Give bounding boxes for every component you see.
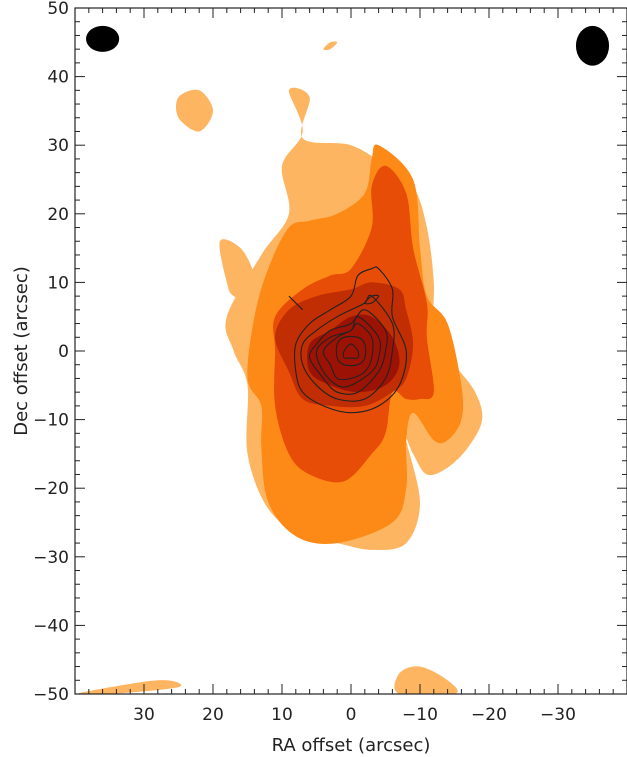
y-tick-label-20: 20 [47,205,69,225]
y-tick-label-40: 40 [47,68,69,88]
x-axis-label: RA offset (arcsec) [272,735,431,756]
y-tick-label--10: −10 [33,411,69,431]
beam-ellipse-1 [86,25,120,52]
x-tick-label-30: 30 [133,705,155,725]
x-tick-label-0: 0 [346,705,357,725]
plot-area [75,25,610,694]
line-contour-9 [364,294,380,305]
beam-ellipse-2 [575,25,610,66]
y-tick-label-30: 30 [47,136,69,156]
y-tick-label-10: 10 [47,273,69,293]
line-contour-2 [300,294,395,402]
y-tick-label--40: −40 [33,616,69,636]
line-contour-8 [288,295,304,311]
x-tick-label--30: −30 [540,705,576,725]
y-tick-label--50: −50 [33,685,69,705]
filled-contour-level-1-region-5 [75,680,182,694]
x-tick-label--10: −10 [402,705,438,725]
y-axis-label: Dec offset (arcsec) [11,266,32,436]
line-contour-4 [315,316,382,388]
filled-contour-level-1-region-3 [219,239,257,304]
axis-ticks: 30 20 10 0 −10 −20 −30 −50 −40 −30 −20 −10 0 10 20 30 40… [33,0,627,725]
line-contour-1 [293,266,407,414]
line-contour-7 [342,343,360,359]
line-contour-6 [335,335,367,367]
filled-contour-level-1-region-6 [394,666,458,694]
y-tick-label-0: 0 [58,342,69,362]
x-tick-label-10: 10 [271,705,293,725]
filled-contour-level-1-region-4 [323,41,338,51]
line-contour-5 [322,322,374,381]
y-tick-label--30: −30 [33,548,69,568]
x-tick-label-20: 20 [202,705,224,725]
y-tick-label--20: −20 [33,479,69,499]
line-contour-3 [308,309,388,395]
filled-contour-level-1-region-2 [175,89,213,132]
y-tick-label-50: 50 [47,0,69,19]
x-tick-label--20: −20 [471,705,507,725]
